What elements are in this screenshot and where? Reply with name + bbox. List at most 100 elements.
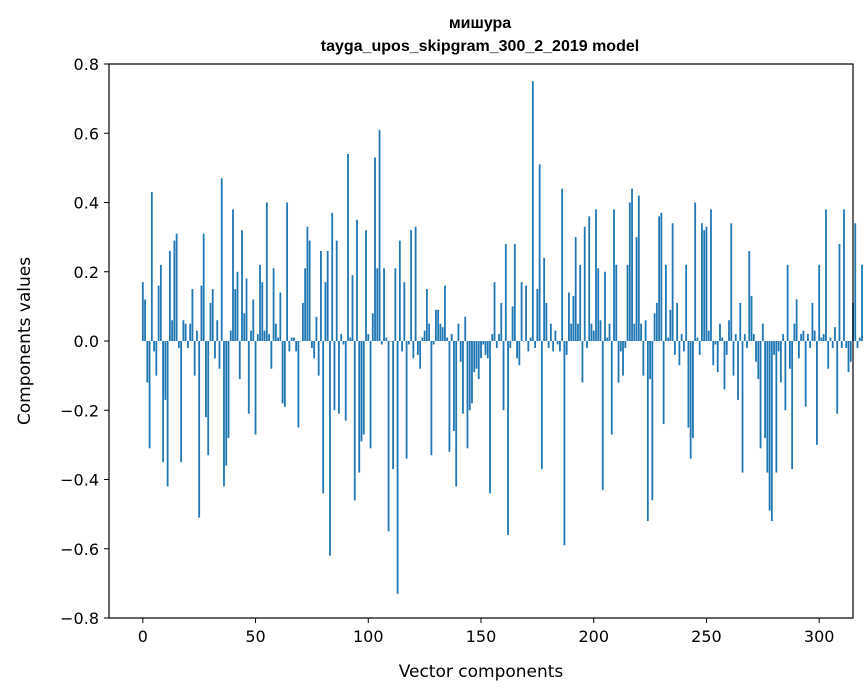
bar-60 <box>277 337 279 341</box>
y-axis-label: Components values <box>15 257 35 425</box>
bar-160 <box>502 341 505 411</box>
bar-158 <box>498 334 500 341</box>
y-tick-label: 0.8 <box>74 55 99 74</box>
bar-148 <box>475 341 478 369</box>
bar-12 <box>168 250 171 341</box>
bar-3 <box>148 341 151 449</box>
bar-191 <box>572 295 575 341</box>
bar-1 <box>144 299 146 341</box>
bar-316 <box>854 223 857 341</box>
bar-184 <box>556 341 559 345</box>
bar-199 <box>590 323 593 341</box>
bar-26 <box>200 285 203 341</box>
bar-227 <box>653 313 656 341</box>
bar-247 <box>698 341 701 355</box>
bar-137 <box>450 334 453 341</box>
y-tick-label: 0.0 <box>74 332 99 351</box>
bar-15 <box>175 233 178 341</box>
bar-85 <box>333 341 336 411</box>
bar-100 <box>367 334 370 341</box>
bar-262 <box>732 341 735 376</box>
bar-225 <box>649 341 651 380</box>
bar-128 <box>430 341 433 456</box>
bar-256 <box>719 323 721 341</box>
bar-67 <box>292 337 295 341</box>
bar-4 <box>150 192 153 341</box>
bar-239 <box>680 334 683 341</box>
bar-252 <box>710 209 712 341</box>
bar-79 <box>320 250 322 341</box>
bar-36 <box>223 341 225 487</box>
bar-187 <box>563 341 566 546</box>
bar-20 <box>187 341 189 348</box>
bar-61 <box>279 292 282 341</box>
bar-286 <box>786 264 789 341</box>
bar-125 <box>423 330 426 341</box>
bar-230 <box>660 212 663 341</box>
bar-35 <box>220 178 223 341</box>
bar-115 <box>401 341 403 352</box>
bar-95 <box>356 219 358 341</box>
bar-240 <box>683 341 685 352</box>
bar-165 <box>513 244 516 341</box>
bar-185 <box>559 341 561 352</box>
bar-120 <box>412 341 415 359</box>
bar-110 <box>389 341 392 342</box>
bar-267 <box>743 334 746 341</box>
bar-48 <box>250 330 252 341</box>
bar-14 <box>173 240 176 341</box>
bar-25 <box>198 341 201 518</box>
bar-311 <box>843 209 845 341</box>
bar-298 <box>813 330 816 341</box>
bar-2 <box>146 341 149 383</box>
bar-29 <box>207 341 210 456</box>
bar-151 <box>482 341 485 345</box>
bar-63 <box>283 341 286 407</box>
bar-210 <box>615 264 618 341</box>
bar-310 <box>840 341 843 348</box>
bar-91 <box>347 154 349 341</box>
bar-242 <box>687 341 690 428</box>
bar-55 <box>265 202 268 341</box>
bar-249 <box>703 230 706 341</box>
x-tick-label: 200 <box>578 627 609 646</box>
bar-233 <box>667 337 670 341</box>
bar-173 <box>531 81 534 341</box>
bar-49 <box>252 299 255 341</box>
bar-105 <box>378 129 381 341</box>
bar-62 <box>281 341 284 404</box>
bar-272 <box>755 341 757 362</box>
bar-304 <box>827 341 830 369</box>
x-tick-label: 100 <box>353 627 384 646</box>
bar-202 <box>597 268 600 341</box>
bar-7 <box>157 285 160 341</box>
bar-119 <box>410 230 413 341</box>
bar-145 <box>468 341 471 411</box>
bar-255 <box>716 341 719 373</box>
bar-70 <box>299 341 302 342</box>
bar-313 <box>847 341 850 373</box>
bar-253 <box>712 341 715 366</box>
bar-68 <box>295 341 298 352</box>
bar-207 <box>608 323 611 341</box>
bar-299 <box>816 341 818 445</box>
bar-250 <box>705 226 708 341</box>
bar-84 <box>331 212 334 341</box>
bar-245 <box>694 202 697 341</box>
bar-169 <box>522 341 525 342</box>
bar-44 <box>241 230 243 341</box>
bars-group <box>141 81 863 594</box>
bar-99 <box>365 230 367 341</box>
bar-76 <box>313 341 316 359</box>
bar-10 <box>164 341 167 400</box>
bar-34 <box>218 341 221 369</box>
bar-205 <box>604 271 606 341</box>
bar-102 <box>371 313 374 341</box>
bar-216 <box>628 202 631 341</box>
bar-215 <box>626 264 629 341</box>
bar-58 <box>272 268 275 341</box>
bar-163 <box>509 341 512 348</box>
y-axis-ticks: −0.8 −0.6 −0.4 −0.2 0.0 0.2 0.4 0.6 0.8 <box>60 55 109 628</box>
bar-244 <box>692 341 694 438</box>
bar-194 <box>579 264 582 341</box>
